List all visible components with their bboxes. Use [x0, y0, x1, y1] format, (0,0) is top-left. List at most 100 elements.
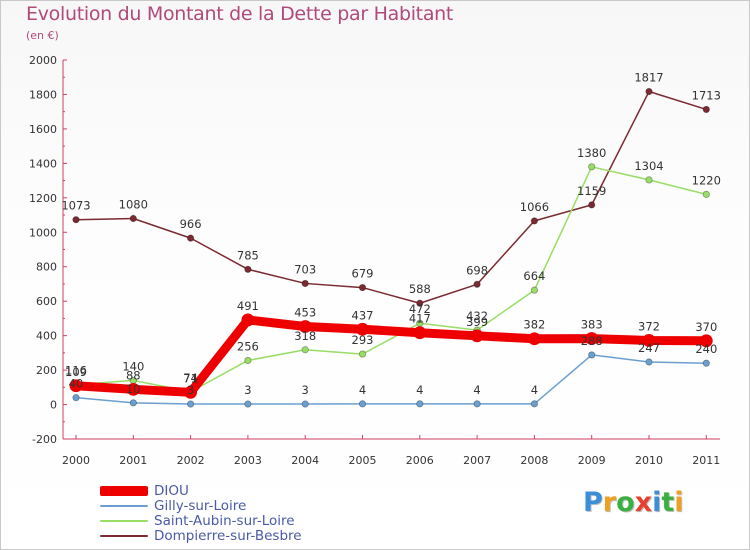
- logo-letter: r: [602, 487, 617, 518]
- x-tick-label: 2007: [463, 454, 491, 467]
- data-label: 318: [294, 329, 316, 343]
- x-tick-label: 2011: [692, 454, 720, 467]
- y-tick-label: 1600: [29, 123, 57, 136]
- data-point: [413, 326, 427, 340]
- logo-letter: P: [583, 487, 603, 518]
- data-point: [702, 359, 710, 367]
- logo-letter: i: [674, 487, 684, 518]
- data-label: 382: [523, 318, 545, 332]
- data-point: [588, 163, 596, 171]
- y-tick-label: 1400: [29, 157, 57, 170]
- series-line-dompierre-sur-besbre: [75, 90, 708, 304]
- data-label: 1080: [119, 197, 148, 211]
- y-tick-label: 800: [36, 261, 57, 274]
- data-point: [301, 346, 309, 354]
- data-label: 4: [359, 383, 366, 397]
- logo-letter: i: [652, 487, 662, 518]
- x-tick-label: 2006: [406, 454, 434, 467]
- legend-label: Dompierre-sur-Besbre: [154, 528, 302, 544]
- data-point: [129, 214, 137, 223]
- data-point: [356, 322, 369, 336]
- data-label: 399: [466, 315, 488, 329]
- data-point: [72, 394, 80, 402]
- data-point: [642, 334, 656, 347]
- legend-label: Gilly-sur-Loire: [154, 498, 247, 514]
- legend-swatch-saint-aubin-sur-loire: [100, 520, 148, 522]
- chart-title: Evolution du Montant de la Dette par Hab…: [26, 3, 454, 25]
- axes: -200 0 200 400 600 800 1000 1200 1400 1600 1800 200…: [29, 54, 720, 467]
- data-label: 1073: [61, 199, 90, 213]
- data-label: 256: [237, 339, 259, 353]
- x-tick-label: 2001: [119, 454, 147, 467]
- x-tick-label: 2010: [635, 454, 663, 467]
- data-point: [473, 280, 481, 288]
- data-point: [358, 400, 367, 408]
- data-labels: 1073 1080 966 785 703 679 588 698 1066 1159 1817 17…: [61, 71, 721, 398]
- data-label: 71: [183, 371, 198, 385]
- data-point: [530, 286, 539, 294]
- data-label: 116: [65, 364, 87, 378]
- y-tick-label: 600: [36, 295, 57, 308]
- data-label: 1817: [634, 71, 663, 85]
- x-tick-label: 2000: [62, 454, 90, 467]
- data-label: 588: [409, 282, 431, 296]
- data-point: [645, 87, 653, 96]
- data-label: 432: [466, 309, 488, 323]
- data-point: [244, 356, 252, 365]
- data-point: [702, 105, 710, 114]
- data-point: [645, 358, 653, 366]
- data-point: [301, 400, 309, 408]
- data-label: 10: [126, 382, 141, 396]
- data-point: [588, 201, 596, 209]
- data-point: [301, 279, 309, 288]
- y-tick-label: 400: [36, 330, 57, 343]
- data-label: 240: [695, 342, 717, 356]
- x-tick-label: 2009: [578, 454, 606, 467]
- data-point: [244, 400, 252, 408]
- data-label: 3: [244, 383, 251, 397]
- data-label: 383: [581, 318, 603, 332]
- data-label: 1220: [692, 173, 721, 187]
- legend-label: DIOU: [154, 483, 189, 499]
- data-label: 491: [237, 299, 259, 313]
- data-point: [530, 400, 539, 408]
- data-label: 966: [180, 217, 202, 231]
- data-label: 88: [126, 368, 141, 382]
- data-label: 3: [302, 383, 309, 397]
- data-label: 4: [416, 383, 423, 397]
- y-tick-label: 0: [50, 399, 57, 412]
- data-point: [473, 400, 481, 408]
- x-tick-label: 2008: [520, 454, 548, 467]
- y-tick-label: 200: [36, 364, 57, 377]
- legend-swatch-gilly-sur-loire: [100, 505, 148, 507]
- x-tick-label: 2003: [234, 454, 262, 467]
- data-point: [702, 190, 710, 198]
- logo-letter: x: [634, 487, 653, 518]
- data-label: 3: [187, 383, 194, 397]
- data-point: [244, 265, 252, 273]
- data-point: [528, 332, 541, 346]
- data-label: 372: [638, 319, 660, 333]
- data-label: 293: [352, 333, 374, 347]
- series-line-diou: [71, 315, 711, 397]
- y-tick-label: 2000: [29, 54, 57, 67]
- data-label: 4: [473, 383, 480, 397]
- data-label: 437: [352, 308, 374, 322]
- data-point: [416, 400, 424, 408]
- y-tick-label: 1800: [29, 88, 57, 101]
- data-label: 1380: [577, 146, 606, 160]
- data-label: 664: [523, 269, 545, 283]
- data-label: 40: [69, 377, 84, 391]
- data-point: [588, 351, 596, 359]
- y-tick-label: 1000: [29, 226, 57, 239]
- data-point: [358, 283, 367, 292]
- data-point: [416, 299, 424, 307]
- data-point: [241, 313, 255, 327]
- data-point: [530, 217, 539, 225]
- data-point: [126, 382, 140, 396]
- x-tick-label: 2004: [291, 454, 319, 467]
- data-point: [358, 350, 367, 358]
- data-point: [298, 320, 312, 333]
